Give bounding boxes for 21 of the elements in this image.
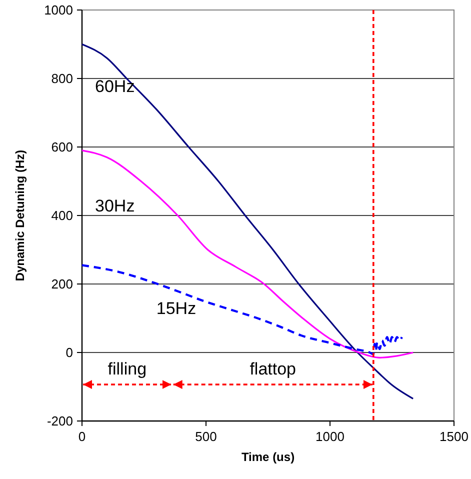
x-tick-label: 1500: [440, 429, 468, 444]
y-tick-label: 600: [51, 140, 73, 154]
series-label: 15Hz: [156, 299, 196, 318]
annotation: flattop: [250, 360, 296, 378]
y-tick-label: 800: [51, 71, 73, 86]
line-series: [80, 264, 404, 356]
series-label: 30Hz: [95, 196, 135, 216]
x-tick-label: 1000: [316, 429, 344, 444]
x-axis-title: Time (us): [241, 450, 295, 464]
x-tick-label: 0: [78, 429, 86, 444]
y-tick-label: -200: [46, 414, 73, 428]
y-axis-title: Dynamic Detuning (Hz): [13, 150, 27, 282]
series-label: 60Hz: [95, 77, 135, 96]
y-tick-label: 0: [66, 345, 73, 360]
line-series: [81, 150, 414, 358]
x-tick-label: 500: [195, 429, 217, 444]
y-tick-label: 400: [51, 208, 73, 223]
line-series: [81, 43, 414, 400]
y-tick-label: 1000: [44, 2, 73, 18]
y-tick-label: 200: [51, 276, 73, 292]
annotation: filling: [108, 360, 147, 378]
